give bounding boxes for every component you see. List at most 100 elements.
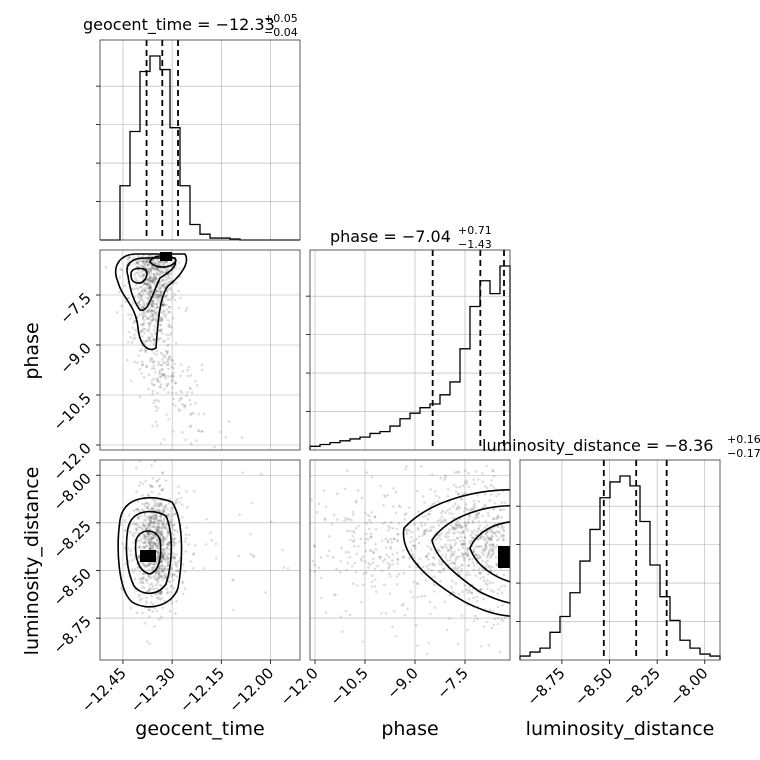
point [353, 544, 356, 548]
xlabel-phase: phase [381, 718, 438, 740]
point [153, 312, 156, 315]
point [352, 529, 355, 533]
point [140, 294, 143, 298]
point [351, 582, 355, 585]
contour-mid-geocent-time-vs-luminosity-distance [125, 510, 173, 595]
point [130, 341, 134, 344]
point [456, 643, 460, 646]
point [167, 543, 170, 547]
point [157, 504, 161, 508]
point [159, 260, 162, 264]
point [193, 490, 196, 493]
point [151, 277, 155, 281]
point [490, 535, 493, 538]
point [157, 531, 161, 535]
point [478, 588, 482, 592]
point [189, 413, 192, 416]
point [141, 537, 144, 540]
point [166, 357, 170, 361]
point [477, 556, 481, 560]
point [502, 534, 506, 537]
point [486, 553, 490, 557]
point [145, 563, 149, 567]
point [403, 614, 407, 617]
point [148, 561, 152, 565]
point [488, 537, 491, 540]
point [151, 300, 155, 303]
point [183, 587, 187, 590]
point [156, 305, 160, 309]
point [196, 384, 199, 387]
point [158, 371, 161, 374]
point [491, 543, 495, 546]
frame-luminosity-distance [519, 459, 721, 661]
point [153, 267, 157, 271]
point [494, 556, 498, 559]
point [384, 495, 387, 498]
point [150, 516, 154, 519]
point [408, 565, 411, 569]
point [192, 552, 196, 556]
title-phase-plus: +0.71 [458, 224, 492, 237]
point [166, 531, 170, 534]
point [127, 256, 131, 259]
point [119, 523, 123, 527]
point [451, 553, 454, 556]
point [420, 524, 424, 527]
point [453, 532, 456, 535]
point [158, 618, 161, 621]
point [159, 386, 162, 389]
point [424, 523, 427, 526]
point [147, 283, 151, 287]
point [158, 484, 162, 487]
point [151, 303, 154, 306]
point [457, 565, 461, 569]
point [155, 277, 158, 281]
point [141, 329, 144, 332]
point [158, 273, 162, 276]
point [168, 305, 171, 309]
point [181, 581, 184, 585]
point [162, 372, 166, 376]
point [153, 517, 157, 521]
point [502, 525, 505, 529]
point [148, 278, 151, 282]
point [454, 523, 458, 526]
point [150, 301, 153, 305]
point [457, 548, 461, 552]
point [403, 513, 407, 516]
title-geocent-time-plus: +0.05 [264, 12, 298, 25]
point [143, 340, 146, 344]
point [421, 565, 425, 569]
point [378, 557, 382, 560]
point [416, 489, 419, 493]
point [166, 350, 169, 354]
point [166, 298, 169, 302]
point [165, 413, 168, 416]
point [181, 402, 184, 406]
point [156, 580, 160, 584]
point [152, 275, 156, 279]
point [460, 542, 464, 546]
point [492, 548, 495, 551]
point [149, 484, 153, 488]
point [301, 570, 304, 573]
point [161, 569, 164, 573]
point [170, 297, 173, 301]
point [442, 569, 446, 572]
point [147, 524, 151, 528]
point [213, 445, 216, 449]
point [162, 304, 165, 308]
point [143, 541, 146, 545]
point [157, 296, 160, 299]
point [152, 318, 155, 321]
point [164, 549, 167, 552]
point [146, 516, 150, 520]
point [148, 541, 151, 545]
point [198, 429, 201, 433]
point [141, 502, 144, 506]
point [485, 555, 489, 559]
point [141, 288, 145, 291]
point [150, 545, 153, 549]
point [158, 369, 162, 372]
